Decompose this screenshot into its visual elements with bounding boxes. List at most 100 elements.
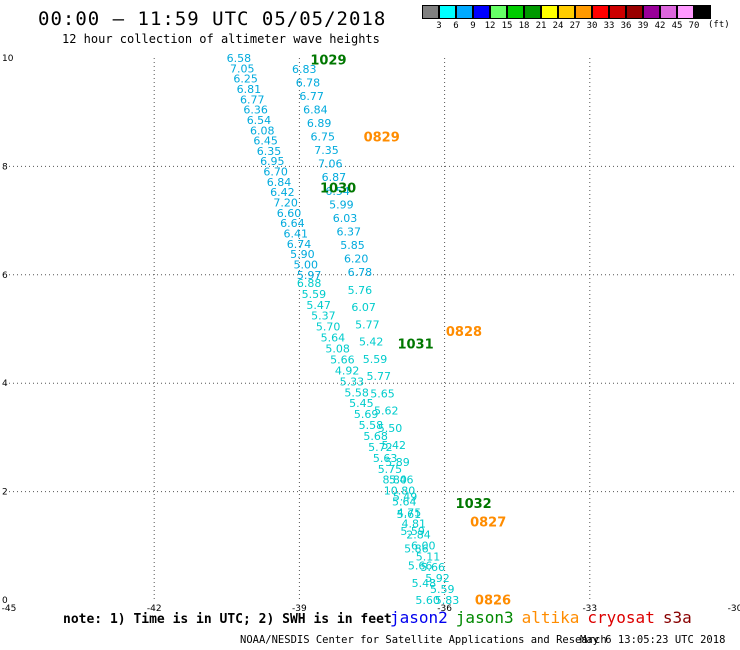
swh-value: 5.66 [408,560,433,573]
legend-cryosat: cryosat [587,608,655,627]
swh-value: 5.72 [368,441,393,454]
credit-line: NOAA/NESDIS Center for Satellite Applica… [240,634,607,646]
swh-value: 6.42 [270,186,295,199]
swh-value: 6.07 [351,301,376,314]
swh-value: 5.75 [378,463,403,476]
colorbar-swatch [422,5,439,19]
colorbar-swatch [677,5,694,19]
y-tick-label: 6 [2,271,8,281]
swh-value: 6.83 [292,63,317,76]
colorbar-swatch [473,5,490,19]
legend-s3a: s3a [662,608,692,627]
colorbar-swatch [609,5,626,19]
y-tick-label: 4 [2,379,8,389]
swh-value: 6.87 [322,171,347,184]
y-tick-label: 10 [2,54,14,64]
swh-value: 6.78 [296,76,321,89]
colorbar-label: 24 [552,21,564,31]
swh-value: 5.77 [355,318,380,331]
swh-value: 6.54 [247,114,272,127]
swh-value: 5.46 [389,473,414,486]
colorbar-label: 30 [586,21,598,31]
swh-value: 6.00 [411,539,436,552]
swh-value: 7.20 [273,197,298,210]
swh-value: 6.84 [267,176,292,189]
colorbar-label: 36 [620,21,632,31]
colorbar-label: 27 [569,21,581,31]
generated-timestamp: May 6 13:05:23 UTC 2018 [580,634,726,646]
swh-value: 6.77 [240,93,265,106]
x-tick-label: -36 [437,604,452,614]
swh-value: 6.54 [325,185,350,198]
swh-value: 5.59 [302,288,327,301]
swh-value: 4.92 [335,364,360,377]
colorbar-units: (ft) [708,20,730,30]
swh-value: 5.49 [393,491,418,504]
swh-value: 5.37 [311,310,336,323]
swh-value: 5.83 [435,594,460,607]
swh-value: 5.59 [363,353,388,366]
swh-value: 5.66 [330,353,355,366]
legend-jason3: jason3 [455,608,514,627]
swh-value: 6.03 [333,212,358,225]
swh-value: 6.70 [263,166,288,179]
swh-value: 6.20 [344,253,369,266]
chart-title: 00:00 — 11:59 UTC 05/05/2018 [38,8,387,30]
swh-value: 5.47 [306,299,331,312]
x-tick-label: -45 [2,604,17,614]
legend-altika: altika [521,608,580,627]
swh-value: 5.33 [340,375,365,388]
swh-value: 5.58 [359,419,384,432]
colorbar-label: 45 [671,21,683,31]
swh-value: 5.42 [359,336,384,349]
x-tick-label: -42 [147,604,162,614]
colorbar-swatch [660,5,677,19]
swh-value: 6.45 [253,135,278,148]
swh-value: 5.45 [349,397,374,410]
swh-value: 6.74 [287,238,312,251]
swh-value: 6.36 [243,104,268,117]
y-tick-label: 2 [2,488,8,498]
swh-value: 6.95 [260,155,285,168]
colorbar-label: 15 [501,21,513,31]
swh-value: 5.42 [382,439,407,452]
pass-label: 1032 [456,497,492,512]
swh-value: 7.35 [314,144,339,157]
swh-value: 5.60 [415,594,440,607]
swh-value: 5.77 [366,370,391,383]
swh-value: 5.11 [416,550,441,563]
swh-value: 6.88 [297,277,322,290]
swh-value: 5.90 [290,248,315,261]
swh-value: 6.35 [257,145,282,158]
swh-value: 6.84 [303,103,328,116]
chart-subtitle: 12 hour collection of altimeter wave hei… [62,32,380,46]
colorbar-swatch [558,5,575,19]
footer-note: note: 1) Time is in UTC; 2) SWH is in fe… [63,612,392,627]
colorbar-swatch [524,5,541,19]
swh-value: 5.99 [329,198,354,211]
swh-value: 5.62 [374,405,399,418]
y-tick-label: 0 [2,596,8,606]
pass-label: 0829 [364,131,400,146]
pass-label: 1029 [310,54,346,69]
swh-value: 6.64 [280,217,305,230]
swh-value: 5.69 [354,408,379,421]
swh-value: 5.86 [404,542,429,555]
colorbar-label: 70 [688,21,700,31]
swh-value: 8.80 [382,474,407,487]
swh-value: 6.41 [283,228,308,241]
swh-value: 7.05 [230,62,255,75]
colorbar-swatch [575,5,592,19]
swh-value: 5.89 [385,456,410,469]
swh-value: 6.58 [227,52,252,65]
swh-value: 5.68 [363,430,388,443]
colorbar-label: 6 [453,21,459,31]
pass-label: 1030 [320,182,356,197]
swh-value: 6.78 [348,266,373,279]
colorbar-label: 12 [484,21,496,31]
x-tick-label: -30 [728,604,740,614]
swh-value: 5.70 [316,321,341,334]
swh-value: 5.59 [430,583,455,596]
swh-value: 5.92 [425,572,450,585]
